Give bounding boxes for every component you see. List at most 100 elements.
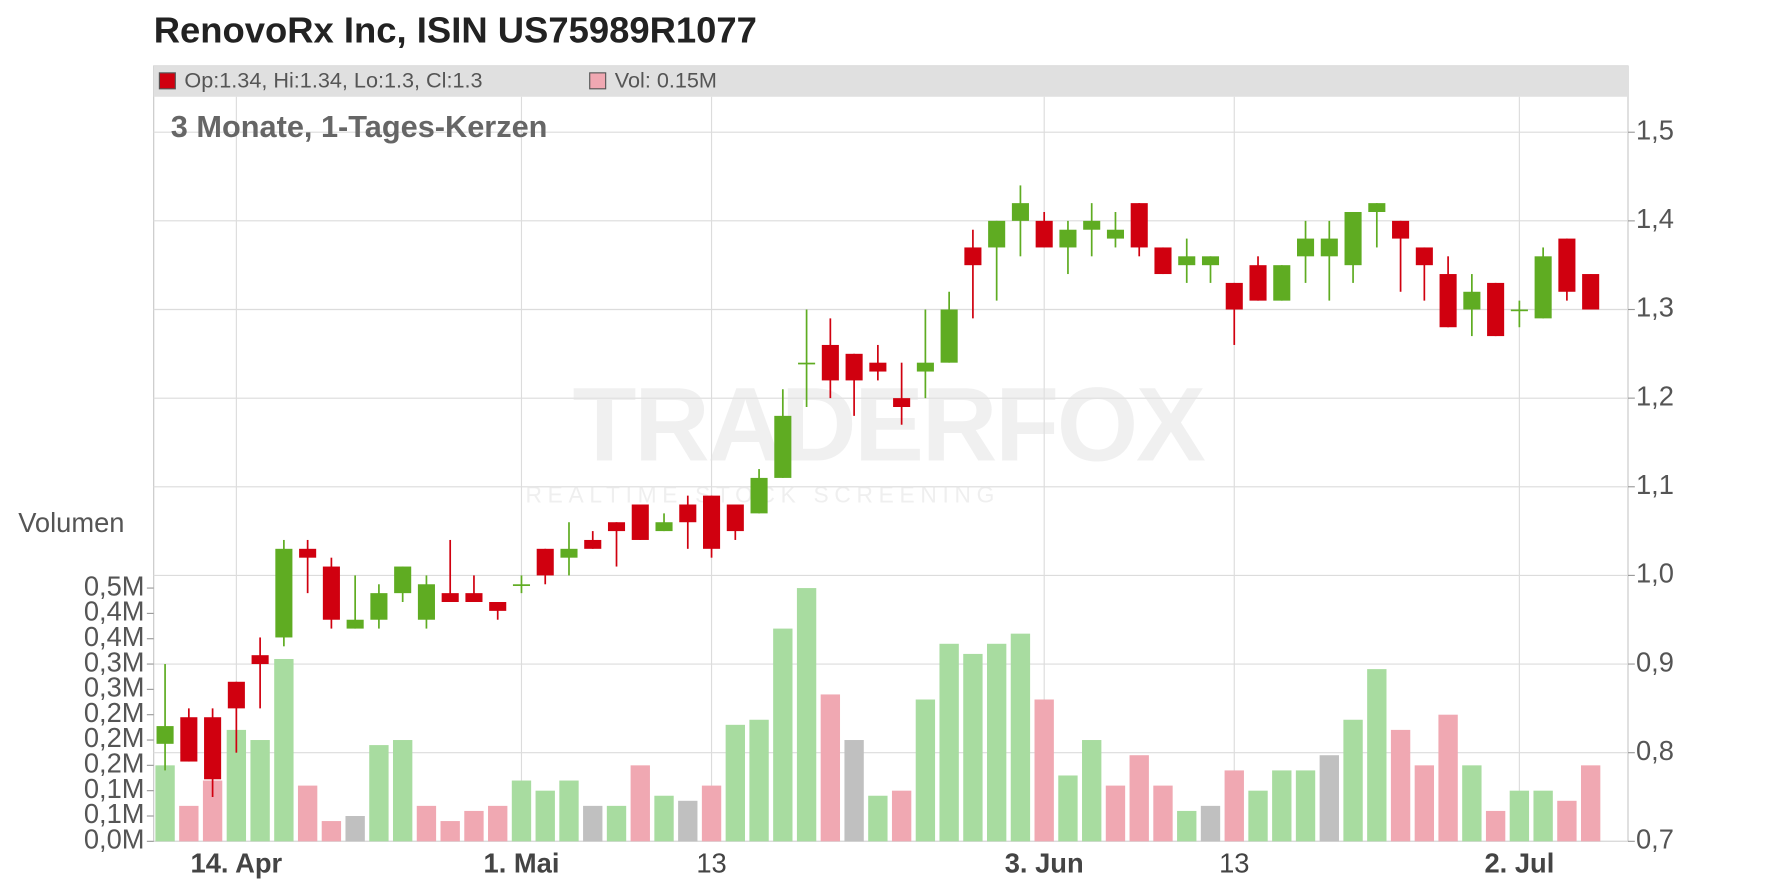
candle-body xyxy=(1130,203,1148,248)
volume-bar xyxy=(583,805,603,842)
y-tick-label: 1,1 xyxy=(1636,469,1674,500)
candle-body xyxy=(869,362,887,372)
candle-body xyxy=(821,344,839,381)
candle-body xyxy=(1415,247,1433,266)
volume-bar xyxy=(1034,699,1054,842)
candle-body xyxy=(1249,265,1267,301)
candle-body xyxy=(1392,220,1410,239)
volume-bar xyxy=(1105,785,1126,842)
candle-body xyxy=(584,539,602,549)
candle-body xyxy=(204,717,222,780)
volume-bar xyxy=(606,805,627,842)
legend-ohlc: Op:1.34, Hi:1.34, Lo:1.3, Cl:1.3 xyxy=(184,68,482,93)
volume-bar xyxy=(678,800,698,842)
volume-bar xyxy=(939,643,959,842)
volume-bar xyxy=(226,729,247,842)
y2-tick-label: 0,4M xyxy=(84,596,145,627)
volume-bar xyxy=(1343,719,1363,842)
legend-swatch xyxy=(589,72,607,90)
candle-body xyxy=(465,593,483,603)
volume-bar xyxy=(1224,770,1244,842)
x-tick-label: 1. Mai xyxy=(484,847,560,878)
volume-bar xyxy=(250,740,270,842)
volume-bar xyxy=(1272,770,1292,842)
candle-body xyxy=(631,504,649,540)
candle-body xyxy=(916,362,934,372)
candle-body xyxy=(1011,203,1029,221)
volume-bar xyxy=(1390,729,1411,842)
legend-volume: Vol: 0.15M xyxy=(615,68,717,93)
candle-body xyxy=(1487,282,1505,337)
volume-bar xyxy=(1248,790,1268,842)
y2-tick-label: 0,2M xyxy=(84,722,145,753)
volume-bar xyxy=(1533,790,1553,842)
volume-bar xyxy=(1438,714,1458,842)
candle-body xyxy=(964,247,982,266)
candle-body xyxy=(679,504,697,523)
volume-bar xyxy=(202,780,223,842)
candle-body xyxy=(1178,256,1196,266)
volume-bar xyxy=(701,785,722,842)
y2-tick-label: 0,3M xyxy=(84,646,145,677)
candle-body xyxy=(1463,291,1481,310)
volume-bar xyxy=(392,740,413,842)
volume-bar xyxy=(297,785,318,842)
volume-bar xyxy=(1200,805,1221,842)
volume-bar xyxy=(820,694,841,842)
volume-bar xyxy=(796,588,817,842)
axes: 0,70,80,91,01,11,21,31,41,50,0M0,1M0,1M0… xyxy=(84,114,1674,878)
volume-bar xyxy=(1058,775,1078,842)
volume-bar xyxy=(986,643,1007,842)
volume-bar xyxy=(1367,669,1387,842)
volume-bar xyxy=(440,821,460,842)
y-tick-label: 1,4 xyxy=(1636,203,1674,234)
y-tick-label: 0,8 xyxy=(1636,735,1674,766)
candle-body xyxy=(845,353,863,381)
candle-body xyxy=(988,220,1006,248)
candle-body xyxy=(1558,238,1576,292)
volume-bar xyxy=(1462,765,1482,842)
y2-tick-label: 0,1M xyxy=(84,773,145,804)
candle-body xyxy=(536,548,554,576)
candle-body xyxy=(560,548,578,558)
y2-tick-label: 0,1M xyxy=(84,798,145,829)
candle-body xyxy=(1083,220,1101,230)
candle-body xyxy=(1582,274,1600,310)
candle-body xyxy=(726,504,744,532)
y2-tick-label: 0,4M xyxy=(84,621,145,652)
volume-bar xyxy=(844,740,864,842)
candle-body xyxy=(180,717,198,762)
volume-bar xyxy=(1414,765,1435,842)
volume-bar xyxy=(749,719,769,842)
candle-body xyxy=(1297,238,1315,257)
volume-layer xyxy=(155,588,1601,842)
candle-body xyxy=(1344,211,1362,266)
y-tick-label: 1,3 xyxy=(1636,292,1674,323)
volume-bar xyxy=(868,795,888,842)
volume-bar xyxy=(321,821,342,842)
candle-body xyxy=(1368,203,1386,212)
volume-bar xyxy=(1153,785,1173,842)
volume-bar xyxy=(1509,790,1530,842)
candle-body xyxy=(417,584,435,620)
volume-bar xyxy=(773,628,793,842)
candle-body xyxy=(655,522,673,532)
y-tick-label: 1,2 xyxy=(1636,380,1674,411)
candle-body xyxy=(1273,265,1291,301)
candle-body xyxy=(1035,220,1053,248)
volume-bar xyxy=(179,805,199,842)
candle-body xyxy=(156,726,174,744)
watermark-brand: TRADERFOX xyxy=(572,366,1205,483)
chart-subtitle: 3 Monate, 1-Tages-Kerzen xyxy=(171,109,548,144)
candle-body xyxy=(370,593,388,620)
volume-bar xyxy=(1485,810,1506,842)
volume-axis-label: Volumen xyxy=(18,507,124,538)
volume-bar xyxy=(915,699,936,842)
candle-body xyxy=(798,362,816,365)
y-tick-label: 0,7 xyxy=(1636,824,1674,855)
candle-body xyxy=(1059,229,1077,248)
candle-body xyxy=(750,477,768,514)
candle-body xyxy=(1225,282,1243,310)
x-tick-label: 2. Jul xyxy=(1484,847,1554,878)
